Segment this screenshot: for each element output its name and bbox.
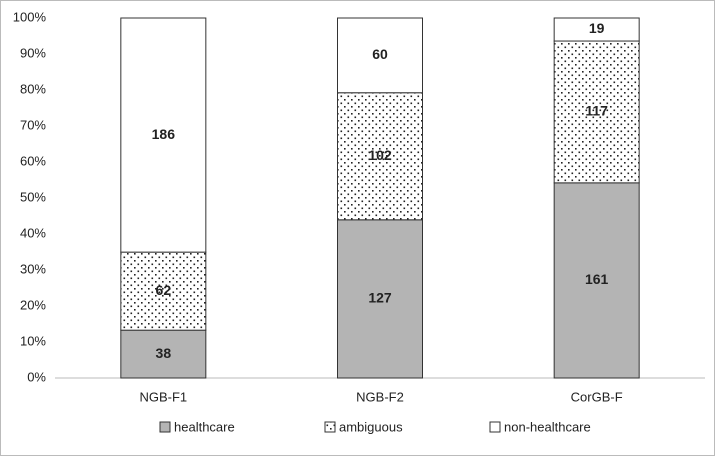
y-tick-label: 40%: [20, 225, 46, 240]
legend-label: ambiguous: [339, 419, 403, 434]
x-tick-label: NGB-F2: [356, 389, 404, 404]
bar-segment: [337, 219, 423, 379]
bar-segment: [120, 17, 207, 253]
bar-segment: [337, 17, 423, 94]
y-tick-label: 70%: [20, 117, 46, 132]
value-label: 102: [368, 147, 392, 163]
value-label: 60: [372, 46, 388, 62]
y-tick-label: 20%: [20, 297, 46, 312]
value-label: 62: [156, 282, 172, 298]
bar-segment: [553, 17, 640, 42]
bar-segment: [553, 182, 640, 379]
y-tick-label: 80%: [20, 81, 46, 96]
y-tick-label: 0%: [27, 369, 46, 384]
y-tick-label: 50%: [20, 189, 46, 204]
value-label: 117: [585, 103, 608, 119]
value-label: 127: [368, 290, 392, 306]
value-label: 38: [156, 345, 172, 361]
value-label: 161: [585, 271, 609, 287]
x-tick-label: CorGB-F: [571, 389, 623, 404]
legend-swatch: [489, 421, 501, 433]
value-label: 186: [152, 126, 176, 142]
legend-label: non-healthcare: [504, 419, 591, 434]
y-tick-label: 100%: [13, 9, 47, 24]
y-tick-label: 10%: [20, 333, 46, 348]
bar-segment: [337, 92, 423, 221]
y-tick-label: 30%: [20, 261, 46, 276]
legend-swatch: [324, 421, 336, 433]
y-tick-label: 60%: [20, 153, 46, 168]
y-tick-label: 90%: [20, 45, 46, 60]
value-label: 19: [589, 20, 605, 36]
bar-segment: [120, 329, 207, 379]
legend-swatch: [159, 421, 171, 433]
bar-segment: [553, 40, 640, 184]
legend-label: healthcare: [174, 419, 235, 434]
x-tick-label: NGB-F1: [139, 389, 187, 404]
